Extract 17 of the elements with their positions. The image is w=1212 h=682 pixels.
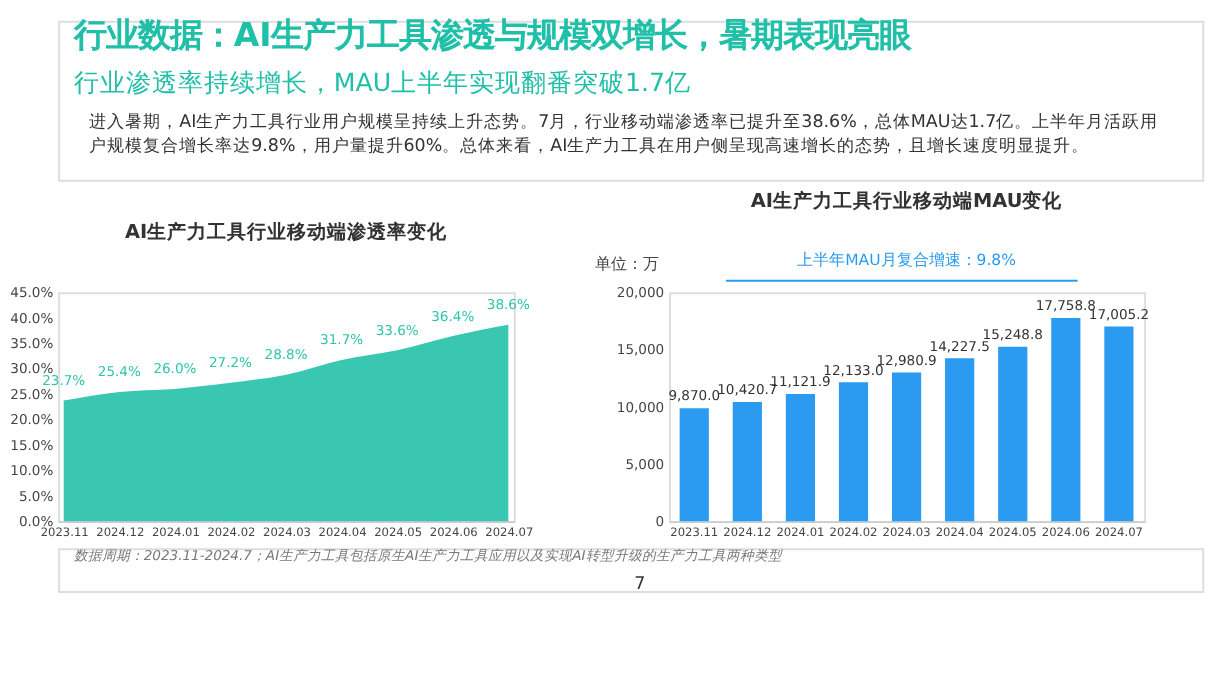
text: 7 [634,575,646,595]
bar [785,393,816,522]
bar [891,372,922,522]
bar [1104,326,1134,522]
bar [1051,317,1081,522]
bar [838,382,869,522]
chart-title: AI生产力工具行业移动端MAU变化 [750,188,1065,213]
bar [998,346,1028,522]
text: 上半年MAU月复合增速：9.8% [797,251,1016,270]
text: 进入暑期，AI生产力工具行业用户规模呈持续上升态势。7月，行业移动端渗透率已提升至38.6%，总体MAU达1.7亿。上半年月活跃用户规模复合增长率达9.8%，用户量提升60%。总体来看，AI生产力工具在用户侧呈现高速增长的态势，且增长速度明显提升。 [89,111,1159,157]
bar [679,408,709,522]
bar [732,401,762,522]
text: 单位：万 [595,255,660,274]
text: 行业数据：AI生产力工具渗透与规模双增长，暑期表现亮眼 [71,16,914,55]
bar [945,358,975,522]
text: 行业渗透率持续增长，MAU上半年实现翻番突破1.7亿 [73,66,692,97]
chart-title: AI生产力工具行业移动端渗透率变化 [124,220,450,245]
